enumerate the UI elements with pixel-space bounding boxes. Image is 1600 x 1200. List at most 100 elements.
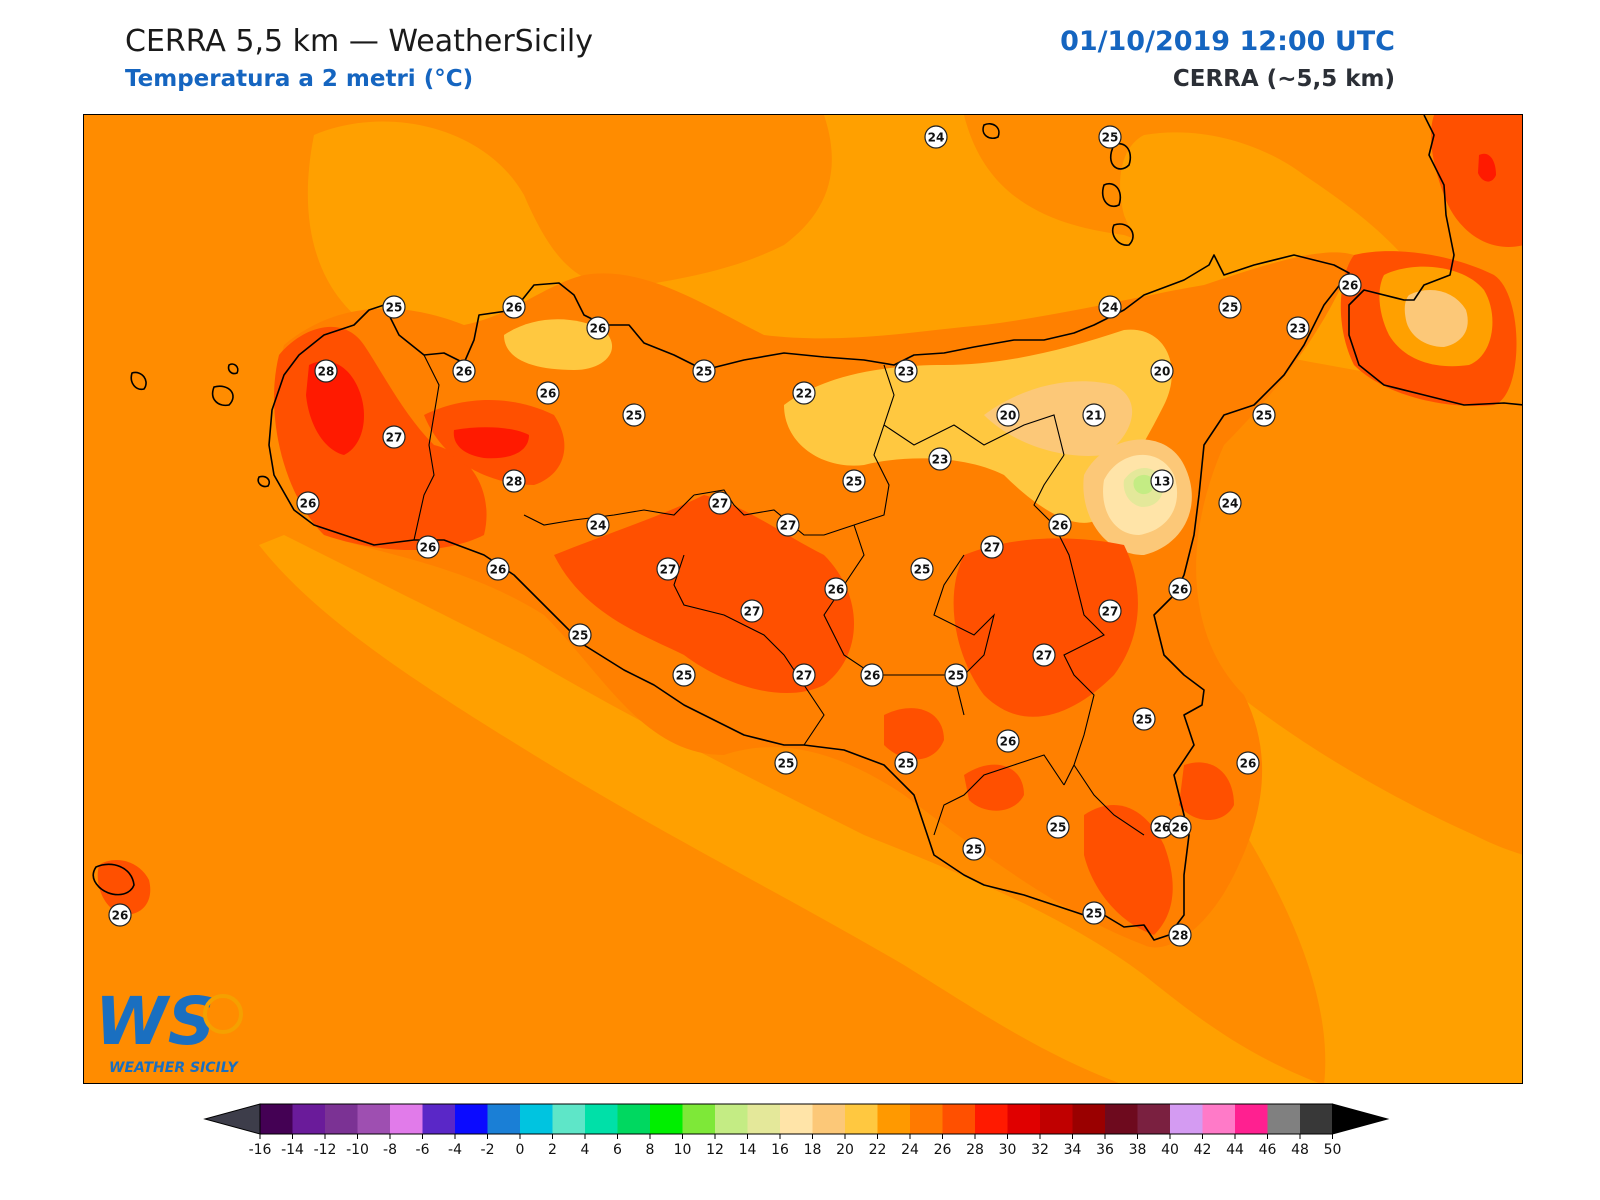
station-marker-circle (1046, 815, 1070, 839)
border-cl (673, 554, 825, 746)
colorbar-swatch (1202, 1104, 1236, 1134)
station-value: 27 (712, 497, 729, 511)
colorbar-tick-label: 10 (674, 1142, 692, 1158)
station-marker-circle (1150, 469, 1174, 493)
field-band-28-siracusa (1084, 805, 1173, 935)
station-value: 26 (420, 541, 437, 555)
field-band-28-central (554, 495, 854, 694)
station-marker: 27 (382, 425, 406, 449)
station-value: 20 (1154, 365, 1171, 379)
field-band-28-ionian-east (1179, 762, 1234, 820)
border-pa-cl (693, 489, 855, 536)
colorbar-tick-label: 22 (869, 1142, 887, 1158)
colorbar-tick-label: 8 (646, 1142, 655, 1158)
colorbar-tick-label: -8 (383, 1142, 397, 1158)
station-marker: 27 (656, 557, 680, 581)
station-marker-circle (1218, 491, 1242, 515)
station-value: 25 (846, 475, 863, 489)
station-marker: 26 (1338, 273, 1362, 297)
station-marker-circle (1150, 359, 1174, 383)
map-subtitle: Temperatura a 2 metri (°C) (125, 66, 474, 92)
station-value: 24 (1222, 497, 1239, 511)
coast-egadi-1 (130, 371, 147, 391)
station-value: 24 (1102, 301, 1119, 315)
colorbar-tick-label: 24 (901, 1142, 919, 1158)
station-value: 27 (984, 541, 1001, 555)
station-marker: 27 (708, 491, 732, 515)
station-value: 26 (828, 583, 845, 597)
colorbar-tick-label: 28 (966, 1142, 984, 1158)
station-value: 28 (1172, 929, 1189, 943)
station-marker: 28 (502, 469, 526, 493)
station-value: 26 (540, 387, 557, 401)
colorbar-tick-label: 46 (1259, 1142, 1277, 1158)
station-value: 25 (914, 563, 931, 577)
station-marker-circle (1252, 403, 1276, 427)
station-marker: 26 (452, 359, 476, 383)
colorbar-tick-label: 12 (706, 1142, 724, 1158)
station-value: 27 (796, 669, 813, 683)
station-value: 26 (456, 365, 473, 379)
station-marker-circle (824, 577, 848, 601)
colorbar-swatch (682, 1104, 716, 1134)
station-value: 25 (386, 301, 403, 315)
colorbar-tick-label: 4 (581, 1142, 590, 1158)
station-marker: 24 (586, 513, 610, 537)
colorbar-under-arrow (203, 1103, 261, 1135)
station-value: 26 (1154, 821, 1171, 835)
colorbar-tick-label: 36 (1096, 1142, 1114, 1158)
station-marker-circle (962, 837, 986, 861)
field-band-30-calabria (1478, 153, 1496, 182)
station-marker-circle (1168, 923, 1192, 947)
colorbar-tick-label: 0 (516, 1142, 525, 1158)
station-marker: 26 (1048, 513, 1072, 537)
station-marker-circle (1218, 295, 1242, 319)
field-band-30-palermo (453, 427, 529, 459)
station-value: 25 (676, 669, 693, 683)
station-marker-circle (586, 513, 610, 537)
station-marker-circle (708, 491, 732, 515)
station-marker-circle (586, 316, 610, 340)
station-value: 27 (1036, 649, 1053, 663)
station-marker-circle (452, 359, 476, 383)
station-marker-circle (486, 557, 510, 581)
station-marker-circle (1168, 577, 1192, 601)
colorbar-swatch (390, 1104, 423, 1134)
station-value: 27 (744, 605, 761, 619)
station-marker-circle (842, 469, 866, 493)
field-band-28-pantelleria (97, 860, 151, 915)
colorbar-swatch (325, 1104, 358, 1134)
colorbar-tick-label: -2 (481, 1142, 495, 1158)
station-marker-circle (692, 359, 716, 383)
colorbar-swatch (520, 1104, 553, 1134)
colorbar-swatch (1040, 1104, 1073, 1134)
colorbar-tick-label: 44 (1226, 1142, 1244, 1158)
map-title: CERRA 5,5 km — WeatherSicily (125, 24, 593, 59)
station-value: 25 (1086, 907, 1103, 921)
station-marker: 26 (1168, 577, 1192, 601)
field-band-20-center (984, 381, 1133, 456)
colorbar-swatch (422, 1104, 456, 1134)
station-value: 25 (966, 843, 983, 857)
colorbar-tick-label: 48 (1291, 1142, 1309, 1158)
logo-monogram: WS (95, 983, 215, 1060)
colorbar-tick-label: 42 (1194, 1142, 1212, 1158)
station-marker-circle (894, 751, 918, 775)
coast-favignana (257, 475, 271, 488)
temperature-map[interactable]: 24 25 25 26 26 24 25 26 23 28 26 26 25 23 20 22 25 20 21 25… (83, 114, 1523, 1084)
colorbar-swatch (877, 1104, 911, 1134)
station-value: 26 (112, 909, 129, 923)
station-marker: 26 (1168, 815, 1192, 839)
station-marker-circle (622, 403, 646, 427)
station-value: 27 (780, 519, 797, 533)
station-value: 24 (590, 519, 607, 533)
colorbar-ticks: -16 -14 -12 -10 -8 -6 -4 -2 0 2 4 6 8 10 12 14 16 18 20 22 2… (249, 1134, 1341, 1158)
model-label: CERRA (~5,5 km) (1172, 66, 1395, 92)
colorbar-tick-label: 32 (1031, 1142, 1049, 1158)
station-marker-circle (1098, 599, 1122, 623)
station-marker-circle (740, 599, 764, 623)
station-marker: 26 (296, 491, 320, 515)
station-marker: 13 (1150, 469, 1174, 493)
station-value: 27 (1102, 605, 1119, 619)
